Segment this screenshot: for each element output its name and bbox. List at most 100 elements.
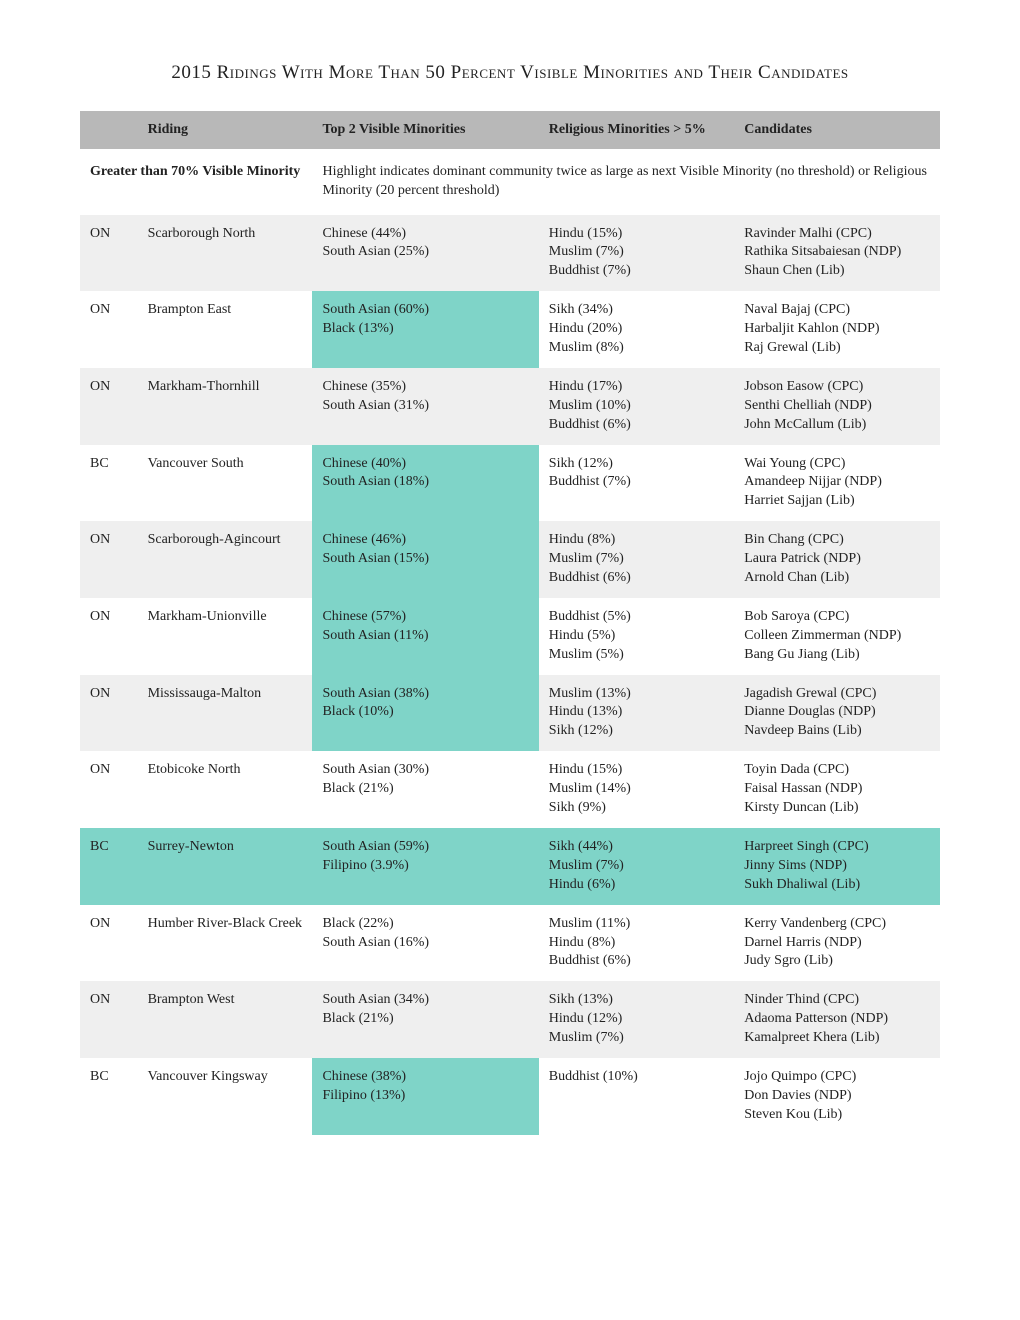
vismin-line: Chinese (35%) [322,378,528,397]
relig-line: Hindu (15%) [549,225,724,244]
candidate-line: Don Davies (NDP) [744,1087,930,1106]
cell-province: ON [80,981,138,1058]
relig-line: Hindu (8%) [549,934,724,953]
vismin-line: South Asian (60%) [322,301,528,320]
relig-line: Hindu (5%) [549,627,724,646]
relig-line: Hindu (12%) [549,1010,724,1029]
cell-province: ON [80,598,138,675]
candidate-line: Kamalpreet Khera (Lib) [744,1029,930,1048]
cell-riding: Brampton West [138,981,313,1058]
ridings-table: Riding Top 2 Visible Minorities Religiou… [80,111,940,1135]
candidate-line: Jagadish Grewal (CPC) [744,685,930,704]
cell-province: BC [80,1058,138,1135]
relig-line: Muslim (7%) [549,1029,724,1048]
cell-riding: Markham-Unionville [138,598,313,675]
section-header-row: Greater than 70% Visible Minority Highli… [80,149,940,215]
cell-candidates: Ravinder Malhi (CPC)Rathika Sitsabaiesan… [734,215,940,292]
cell-religious-minorities: Hindu (15%)Muslim (14%)Sikh (9%) [539,751,734,828]
cell-riding: Etobicoke North [138,751,313,828]
vismin-line: Black (21%) [322,780,528,799]
cell-visible-minorities: Black (22%)South Asian (16%) [312,905,538,982]
vismin-line: Black (22%) [322,915,528,934]
relig-line: Muslim (11%) [549,915,724,934]
relig-line: Buddhist (6%) [549,416,724,435]
table-row: BCVancouver KingswayChinese (38%)Filipin… [80,1058,940,1135]
candidate-line: Shaun Chen (Lib) [744,262,930,281]
relig-line: Hindu (6%) [549,876,724,895]
relig-line: Hindu (17%) [549,378,724,397]
cell-candidates: Naval Bajaj (CPC)Harbaljit Kahlon (NDP)R… [734,291,940,368]
candidate-line: Rathika Sitsabaiesan (NDP) [744,243,930,262]
candidate-line: Laura Patrick (NDP) [744,550,930,569]
table-row: ONScarborough NorthChinese (44%)South As… [80,215,940,292]
relig-line: Buddhist (7%) [549,262,724,281]
candidate-line: Jobson Easow (CPC) [744,378,930,397]
cell-religious-minorities: Hindu (17%)Muslim (10%)Buddhist (6%) [539,368,734,445]
cell-riding: Mississauga-Malton [138,675,313,752]
section-note: Highlight indicates dominant community t… [312,149,940,215]
relig-line: Muslim (7%) [549,550,724,569]
relig-line: Hindu (20%) [549,320,724,339]
vismin-line: Filipino (3.9%) [322,857,528,876]
cell-candidates: Jojo Quimpo (CPC)Don Davies (NDP)Steven … [734,1058,940,1135]
relig-line: Muslim (14%) [549,780,724,799]
cell-religious-minorities: Buddhist (10%) [539,1058,734,1135]
table-row: ONBrampton EastSouth Asian (60%)Black (1… [80,291,940,368]
cell-province: ON [80,215,138,292]
cell-province: ON [80,368,138,445]
candidate-line: Raj Grewal (Lib) [744,339,930,358]
candidate-line: Bin Chang (CPC) [744,531,930,550]
candidate-line: Kirsty Duncan (Lib) [744,799,930,818]
table-row: ONScarborough-AgincourtChinese (46%)Sout… [80,521,940,598]
cell-visible-minorities: Chinese (38%)Filipino (13%) [312,1058,538,1135]
table-row: ONEtobicoke NorthSouth Asian (30%)Black … [80,751,940,828]
col-candidates: Candidates [734,111,940,149]
cell-candidates: Ninder Thind (CPC)Adaoma Patterson (NDP)… [734,981,940,1058]
relig-line: Hindu (8%) [549,531,724,550]
candidate-line: Bang Gu Jiang (Lib) [744,646,930,665]
relig-line: Muslim (7%) [549,243,724,262]
candidate-line: Amandeep Nijjar (NDP) [744,473,930,492]
vismin-line: Chinese (38%) [322,1068,528,1087]
candidate-line: Harbaljit Kahlon (NDP) [744,320,930,339]
cell-candidates: Toyin Dada (CPC)Faisal Hassan (NDP)Kirst… [734,751,940,828]
candidate-line: Sukh Dhaliwal (Lib) [744,876,930,895]
relig-line: Buddhist (7%) [549,473,724,492]
table-row: ONMarkham-ThornhillChinese (35%)South As… [80,368,940,445]
cell-province: ON [80,675,138,752]
vismin-line: South Asian (15%) [322,550,528,569]
section-label: Greater than 70% Visible Minority [80,149,312,215]
vismin-line: Chinese (57%) [322,608,528,627]
candidate-line: Dianne Douglas (NDP) [744,703,930,722]
relig-line: Buddhist (6%) [549,569,724,588]
cell-candidates: Kerry Vandenberg (CPC)Darnel Harris (NDP… [734,905,940,982]
vismin-line: South Asian (59%) [322,838,528,857]
cell-riding: Markham-Thornhill [138,368,313,445]
cell-riding: Surrey-Newton [138,828,313,905]
candidate-line: Adaoma Patterson (NDP) [744,1010,930,1029]
relig-line: Muslim (10%) [549,397,724,416]
col-riding: Riding [138,111,313,149]
cell-visible-minorities: South Asian (38%)Black (10%) [312,675,538,752]
cell-candidates: Wai Young (CPC)Amandeep Nijjar (NDP)Harr… [734,445,940,522]
header-row: Riding Top 2 Visible Minorities Religiou… [80,111,940,149]
candidate-line: Ravinder Malhi (CPC) [744,225,930,244]
candidate-line: Senthi Chelliah (NDP) [744,397,930,416]
cell-religious-minorities: Muslim (11%)Hindu (8%)Buddhist (6%) [539,905,734,982]
relig-line: Sikh (13%) [549,991,724,1010]
vismin-line: Black (21%) [322,1010,528,1029]
cell-religious-minorities: Sikh (34%)Hindu (20%)Muslim (8%) [539,291,734,368]
cell-candidates: Jobson Easow (CPC)Senthi Chelliah (NDP)J… [734,368,940,445]
vismin-line: Black (13%) [322,320,528,339]
vismin-line: Chinese (40%) [322,455,528,474]
cell-visible-minorities: South Asian (60%)Black (13%) [312,291,538,368]
cell-candidates: Bin Chang (CPC)Laura Patrick (NDP)Arnold… [734,521,940,598]
vismin-line: South Asian (25%) [322,243,528,262]
relig-line: Muslim (8%) [549,339,724,358]
relig-line: Muslim (5%) [549,646,724,665]
relig-line: Muslim (13%) [549,685,724,704]
candidate-line: Navdeep Bains (Lib) [744,722,930,741]
candidate-line: Faisal Hassan (NDP) [744,780,930,799]
candidate-line: Toyin Dada (CPC) [744,761,930,780]
relig-line: Hindu (13%) [549,703,724,722]
